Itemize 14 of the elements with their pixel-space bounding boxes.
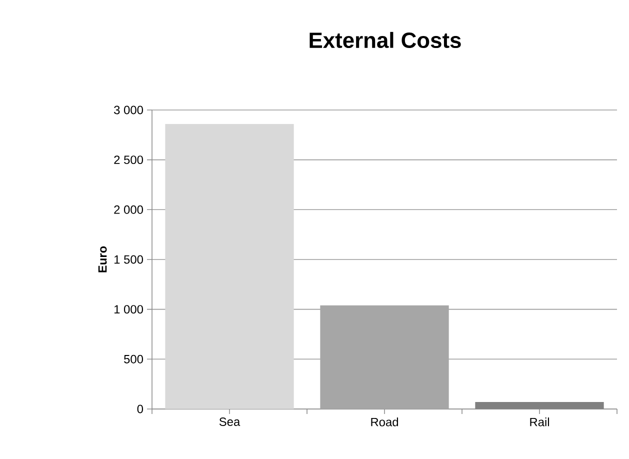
bar <box>165 124 294 409</box>
y-tick-label: 500 <box>124 354 144 364</box>
bar <box>320 305 449 409</box>
y-tick-label: 0 <box>137 404 144 414</box>
x-tick-label: Sea <box>219 418 240 426</box>
y-axis-title: Euro <box>98 246 107 272</box>
y-tick-label: 3 000 <box>114 106 144 114</box>
y-tick-label: 2 000 <box>114 205 144 214</box>
chart-title: External Costs <box>310 32 461 48</box>
y-tick-label: 1 500 <box>114 255 144 264</box>
y-tick-label: 1 000 <box>114 305 144 314</box>
y-tick-label: 2 500 <box>114 156 144 164</box>
x-tick-label: Road <box>371 418 398 426</box>
x-tick-label: Rail <box>530 418 549 426</box>
